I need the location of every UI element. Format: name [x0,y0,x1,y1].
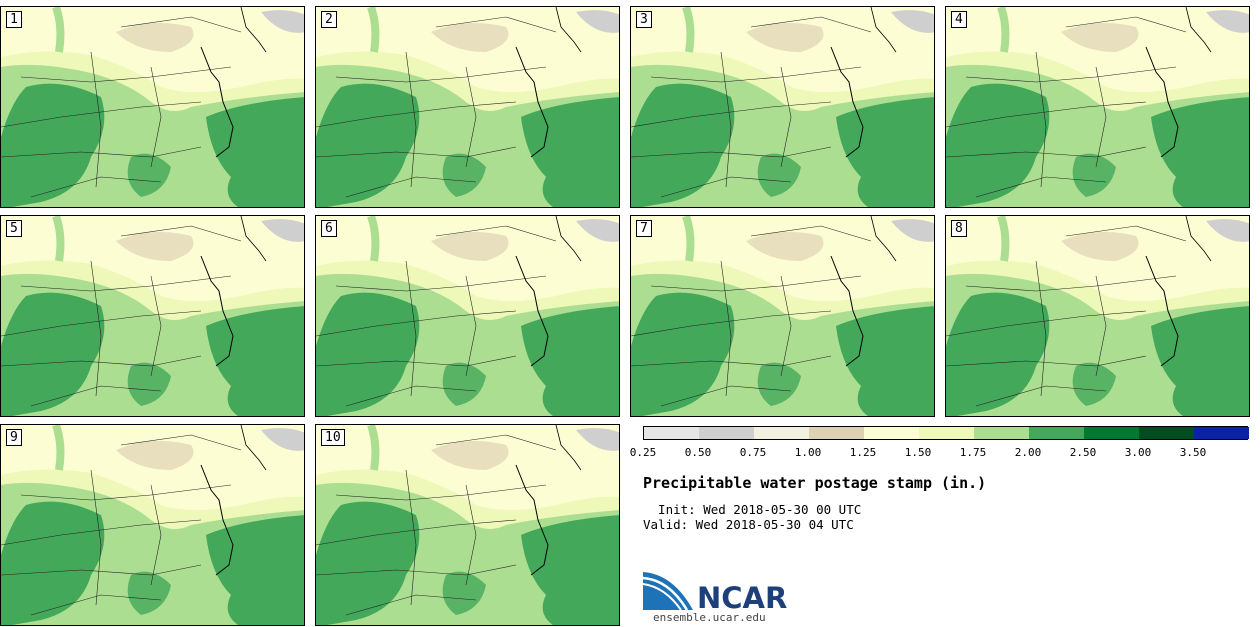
member-label: 6 [321,220,337,237]
colorbar-segment [754,427,809,439]
colorbar-segment [644,427,699,439]
postage-stamp-panel: 2 [315,6,620,208]
postage-stamp-panel: 9 [0,424,305,626]
postage-stamp-panel: 3 [630,6,935,208]
precipitable-water-map [1,7,304,207]
ncar-logo-icon [643,572,693,611]
member-label: 4 [951,11,967,28]
valid-time: Valid: Wed 2018-05-30 04 UTC [643,517,854,532]
precipitable-water-map [946,216,1249,416]
colorbar-tick-label: 0.75 [739,446,767,459]
colorbar-tick-label: 3.00 [1124,446,1152,459]
colorbar-tick-label: 2.50 [1069,446,1097,459]
colorbar-tick-label: 3.50 [1179,446,1207,459]
precipitable-water-map [316,425,619,625]
postage-stamp-panel: 7 [630,215,935,417]
precipitable-water-map [316,7,619,207]
precipitable-water-map [1,216,304,416]
member-label: 5 [6,220,22,237]
colorbar-tick-label: 0.50 [684,446,712,459]
colorbar-segment [809,427,864,439]
postage-stamp-panel: 10 [315,424,620,626]
colorbar-tick-label: 0.25 [629,446,657,459]
postage-stamp-panel: 6 [315,215,620,417]
member-label: 2 [321,11,337,28]
colorbar [643,426,1249,440]
colorbar-segment [919,427,974,439]
colorbar-segment [974,427,1029,439]
postage-stamp-panel: 4 [945,6,1250,208]
colorbar-tick-label: 1.25 [849,446,877,459]
colorbar-tick-label: 2.00 [1014,446,1042,459]
init-time: Init: Wed 2018-05-30 00 UTC [643,502,862,517]
colorbar-segment [1084,427,1139,439]
member-label: 9 [6,429,22,446]
member-label: 1 [6,11,22,28]
member-label: 10 [321,429,345,446]
ncar-wordmark: NCAR [697,581,788,615]
postage-stamp-panel: 1 [0,6,305,208]
precipitable-water-map [316,216,619,416]
precipitable-water-map [1,425,304,625]
colorbar-segment [1029,427,1084,439]
colorbar-tick-label: 1.50 [904,446,932,459]
chart-title: Precipitable water postage stamp (in.) [643,474,987,492]
site-url: ensemble.ucar.edu [653,611,766,624]
precipitable-water-map [631,7,934,207]
postage-stamp-panel: 8 [945,215,1250,417]
colorbar-tick-label: 1.00 [794,446,822,459]
colorbar-segment [864,427,919,439]
colorbar-segment [1139,427,1194,439]
colorbar-segment [1194,427,1249,439]
member-label: 7 [636,220,652,237]
postage-stamp-panel: 5 [0,215,305,417]
colorbar-tick-label: 1.75 [959,446,987,459]
precipitable-water-map [946,7,1249,207]
precipitable-water-map [631,216,934,416]
member-label: 3 [636,11,652,28]
colorbar-segment [699,427,754,439]
member-label: 8 [951,220,967,237]
